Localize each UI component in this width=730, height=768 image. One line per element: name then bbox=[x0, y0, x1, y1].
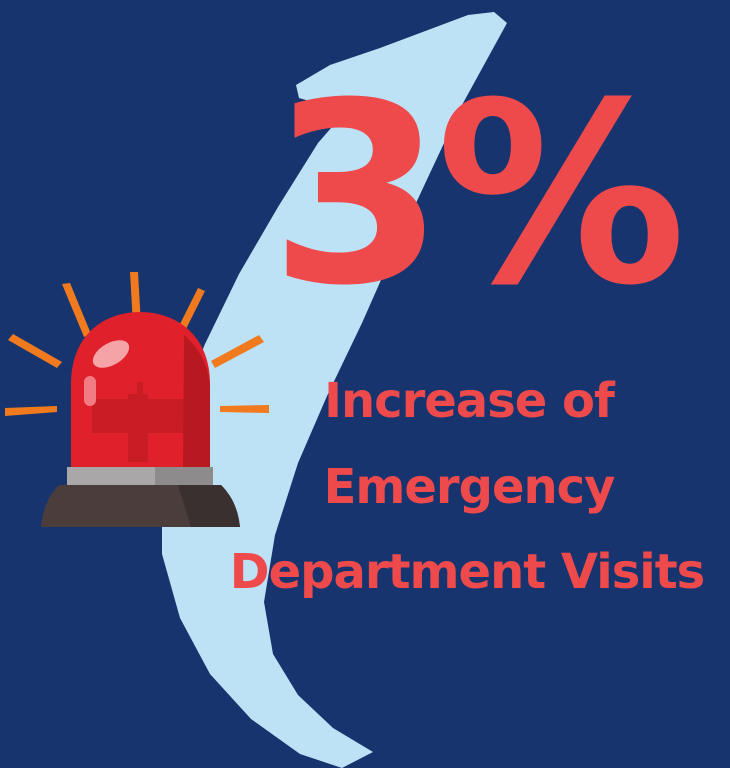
siren-dome-shadow bbox=[183, 335, 210, 469]
siren-band-shadow bbox=[155, 467, 213, 485]
stat-label-line-3: Department Visits bbox=[229, 544, 705, 600]
siren-highlight bbox=[92, 340, 130, 368]
stat-percent: 3% bbox=[270, 49, 686, 340]
siren-side-highlight bbox=[84, 376, 96, 406]
siren-base-shadow bbox=[178, 485, 240, 527]
siren-bulb bbox=[92, 382, 189, 462]
siren-rays bbox=[5, 272, 269, 416]
curved-up-arrow-icon bbox=[162, 12, 507, 768]
stat-label-line-2: Emergency bbox=[323, 459, 616, 515]
emergency-siren-icon bbox=[5, 272, 269, 527]
stat-label-line-1: Increase of bbox=[324, 373, 615, 429]
